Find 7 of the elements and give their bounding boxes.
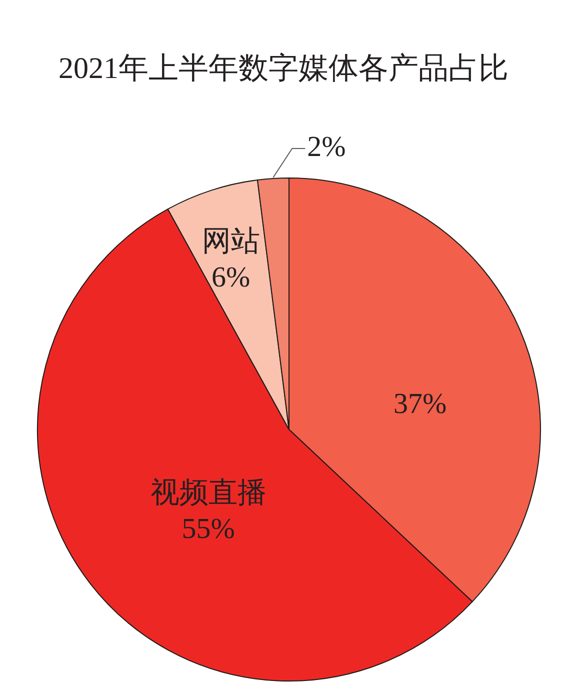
data-label: 2%	[307, 131, 346, 164]
data-label: 55%	[182, 513, 235, 546]
chart-title: 2021年上半年数字媒体各产品占比	[58, 51, 510, 87]
data-label: 6%	[212, 261, 250, 294]
slice-label: 网站	[202, 225, 260, 258]
data-label: 37%	[394, 388, 447, 420]
slice-label: 视频直播	[150, 477, 266, 510]
